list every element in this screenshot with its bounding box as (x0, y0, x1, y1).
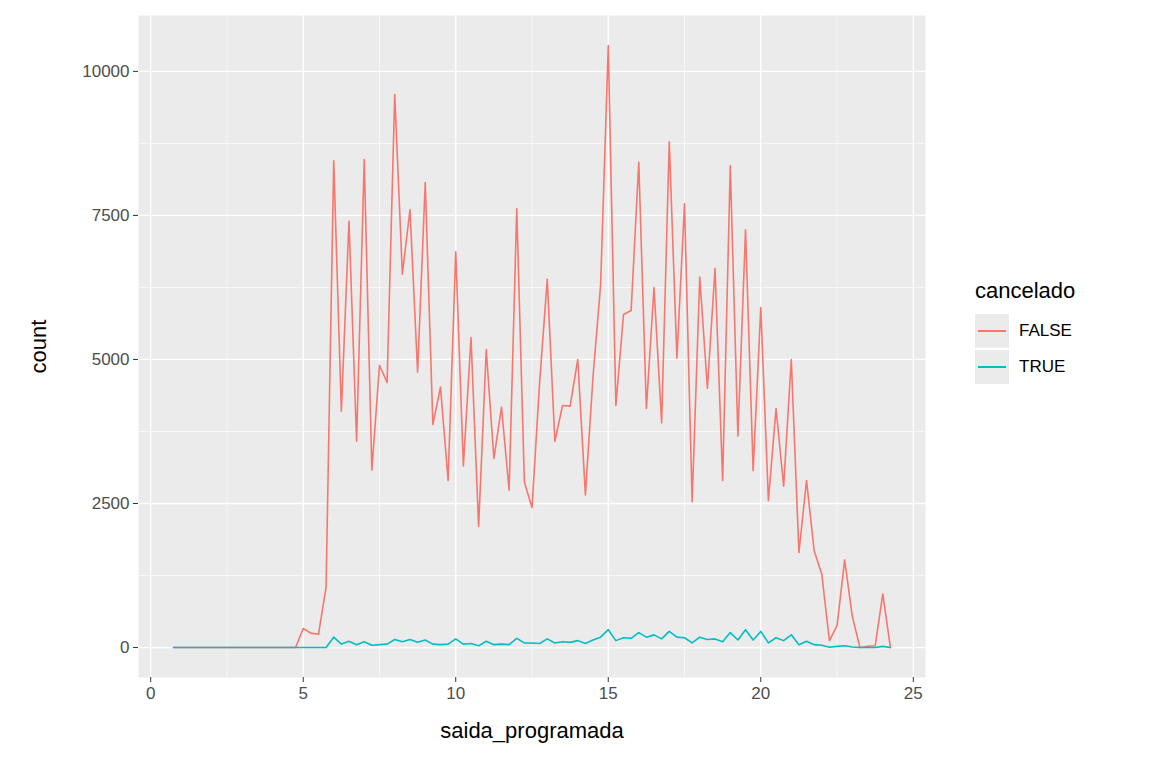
svg-text:2500: 2500 (92, 494, 130, 513)
svg-text:0: 0 (146, 684, 155, 703)
svg-text:saida_programada: saida_programada (440, 718, 624, 743)
svg-text:10000: 10000 (82, 62, 129, 81)
svg-text:25: 25 (904, 684, 923, 703)
svg-text:7500: 7500 (92, 206, 130, 225)
svg-text:5: 5 (298, 684, 307, 703)
svg-text:15: 15 (599, 684, 618, 703)
svg-text:20: 20 (751, 684, 770, 703)
svg-text:5000: 5000 (92, 350, 130, 369)
svg-text:10: 10 (446, 684, 465, 703)
html-text:FALSE: FALSE (1019, 321, 1072, 340)
html-text:cancelado: cancelado (975, 278, 1076, 303)
svg-text:0: 0 (120, 638, 129, 657)
html-text:TRUE: TRUE (1019, 357, 1066, 376)
svg-text:count: count (26, 320, 51, 374)
